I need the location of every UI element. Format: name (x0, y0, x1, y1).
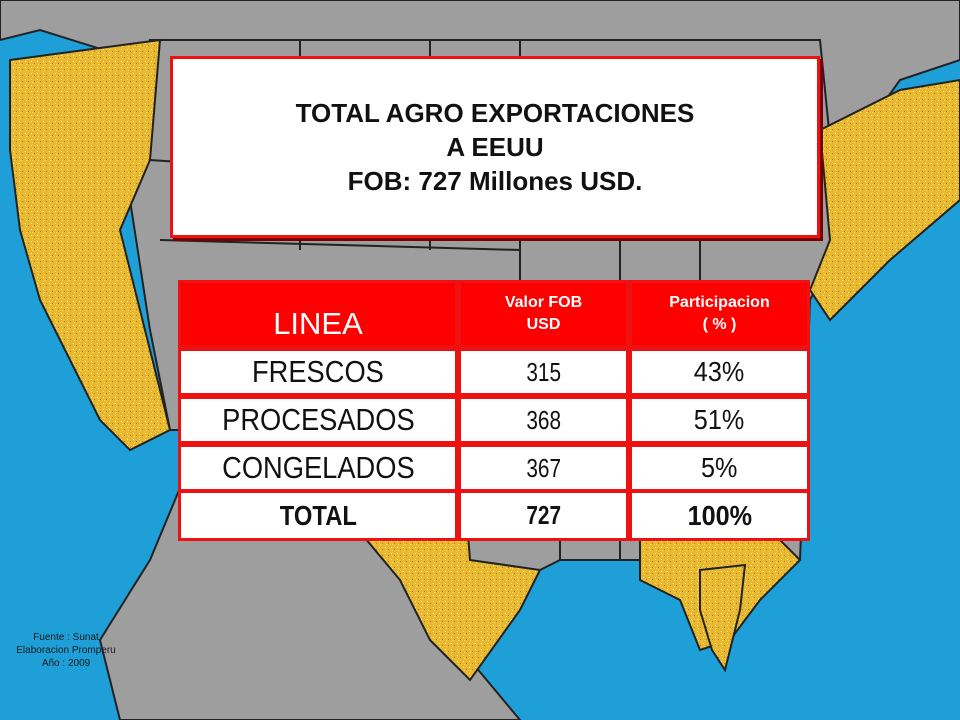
row-3-linea-text: CONGELADOS (221, 450, 415, 485)
header-linea-label: LINEA (273, 306, 363, 341)
table-total-valor: 727 (458, 490, 629, 541)
table-total-participacion: 100% (629, 490, 810, 541)
row-2-valor-text: 368 (526, 404, 561, 435)
table-row-3-linea: CONGELADOS (178, 444, 458, 492)
header-linea: LINEA (178, 280, 458, 348)
source-line-1: Fuente : Sunat (33, 632, 99, 643)
source-line-2: Elaboracion Promperu (16, 645, 116, 656)
west-states-region (9, 38, 172, 452)
header-part-line1: Participacion (669, 294, 770, 311)
exports-table: LINEA Valor FOB USD Participacion ( % ) … (178, 280, 810, 541)
table-row-2-valor: 368 (458, 396, 629, 444)
table-row-3-participacion: 5% (629, 444, 810, 492)
header-valor-line1: Valor FOB (504, 294, 583, 311)
table-row-1-linea: FRESCOS (178, 348, 458, 396)
header-participacion: Participacion ( % ) (629, 280, 810, 348)
row-3-valor-text: 367 (526, 452, 561, 483)
source-note: Fuente : Sunat Elaboracion Promperu Año … (6, 631, 126, 670)
table-row-2-participacion: 51% (629, 396, 810, 444)
florida-region (699, 563, 747, 673)
row-2-linea-text: PROCESADOS (221, 402, 415, 437)
row-1-linea-text: FRESCOS (252, 354, 384, 389)
row-1-part-text: 43% (694, 356, 745, 387)
row-3-part-text: 5% (701, 452, 738, 483)
table-row-3-valor: 367 (458, 444, 629, 492)
title-line-1: TOTAL AGRO EXPORTACIONES (295, 98, 695, 128)
row-2-part-text: 51% (694, 404, 745, 435)
total-valor-text: 727 (526, 500, 561, 530)
table-row-1-participacion: 43% (629, 348, 810, 396)
title-line-2: A EEUU (446, 132, 544, 162)
header-part-line2: ( % ) (702, 316, 737, 333)
total-linea-text: TOTAL (279, 499, 357, 531)
source-line-3: Año : 2009 (41, 658, 91, 669)
table-total-linea: TOTAL (178, 490, 458, 541)
table-row-2-linea: PROCESADOS (178, 396, 458, 444)
header-valor: Valor FOB USD (458, 280, 629, 348)
table-row-1-valor: 315 (458, 348, 629, 396)
northeast-region (808, 78, 960, 322)
title-box: TOTAL AGRO EXPORTACIONES A EEUU FOB: 727… (170, 56, 820, 238)
header-valor-line2: USD (526, 316, 561, 333)
row-1-valor-text: 315 (526, 356, 561, 387)
title-line-3: FOB: 727 Millones USD. (347, 166, 643, 196)
total-part-text: 100% (687, 499, 752, 531)
